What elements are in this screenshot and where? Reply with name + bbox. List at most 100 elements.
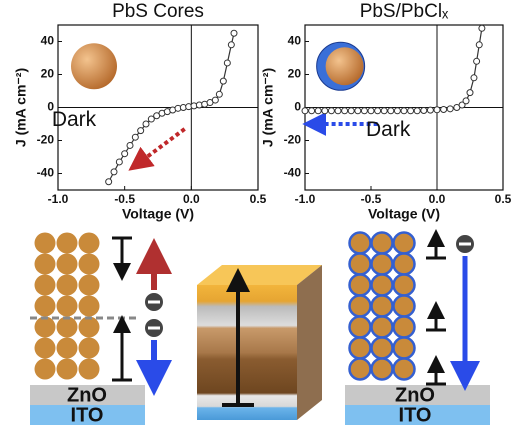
- y-axis-label: J (mA cm⁻²): [260, 68, 276, 147]
- nanocrystal: [56, 337, 78, 359]
- nanocrystal: [392, 357, 416, 381]
- x-axis-label: Voltage (V): [122, 206, 194, 222]
- ito-label: ITO: [71, 404, 104, 426]
- data-point: [215, 90, 223, 98]
- electrons: [143, 233, 476, 339]
- annotation: Dark: [366, 118, 411, 141]
- data-point: [334, 107, 342, 115]
- nanocrystal: [370, 231, 394, 255]
- energy-arrows: [426, 229, 446, 386]
- nanocrystal: [56, 295, 78, 317]
- y-tick-label: -40: [37, 166, 55, 180]
- nanocrystal: [370, 294, 394, 318]
- device-diagram: ZnO ITO ZnO ITO: [30, 229, 490, 426]
- data-point: [115, 158, 123, 166]
- data-point: [227, 41, 235, 49]
- chart: -1.0 -0.5 0.0 0.5 -40 -20 0 20 40 PbS Cores Voltag…: [13, 1, 267, 222]
- chart-title: PbS Cores: [112, 1, 204, 22]
- data-point: [473, 57, 481, 65]
- nanocrystal: [348, 357, 372, 381]
- nanocrystal: [56, 253, 78, 275]
- nanocrystal: [34, 232, 56, 254]
- data-point: [137, 127, 145, 135]
- data-point: [407, 107, 415, 115]
- nanocrystal: [370, 252, 394, 276]
- zno-label: ZnO: [395, 384, 435, 406]
- data-point: [354, 107, 362, 115]
- x-tick-label: 0.5: [495, 192, 512, 206]
- nanocrystal: [370, 336, 394, 360]
- data-point: [301, 107, 309, 115]
- left-stack: [34, 232, 100, 380]
- data-point: [446, 105, 454, 113]
- data-point: [374, 107, 382, 115]
- nanocrystal: [34, 274, 56, 296]
- nanocrystal: [56, 316, 78, 338]
- nanocrystal: [348, 315, 372, 339]
- data-point: [478, 24, 486, 32]
- y-axis-label: J (mA cm⁻²): [13, 68, 29, 147]
- y-tick-label: 0: [294, 100, 301, 114]
- data-point: [360, 107, 368, 115]
- x-tick-label: -0.5: [361, 192, 382, 206]
- data-point: [142, 120, 150, 128]
- nanocrystal: [370, 273, 394, 297]
- nanocrystal: [78, 232, 100, 254]
- y-tick-label: 40: [288, 34, 302, 48]
- x-tick-label: 0.0: [429, 192, 446, 206]
- annotation: Dark: [52, 108, 97, 131]
- x-axis-label: Voltage (V): [368, 206, 440, 222]
- nanocrystal: [348, 273, 372, 297]
- data-point: [420, 106, 428, 114]
- dashed-arrow: [128, 127, 186, 171]
- nanocrystal: [392, 252, 416, 276]
- data-point: [387, 107, 395, 115]
- data-point: [131, 133, 139, 141]
- data-point: [147, 115, 155, 123]
- core-sphere: [325, 47, 364, 86]
- nanocrystal: [56, 232, 78, 254]
- y-tick-label: 40: [41, 34, 55, 48]
- data-point: [105, 178, 113, 186]
- nanocrystal: [348, 336, 372, 360]
- y-tick-label: 20: [41, 67, 55, 81]
- zno-layer: [30, 385, 145, 405]
- nanocrystal: [34, 316, 56, 338]
- nanocrystal: [78, 358, 100, 380]
- data-point: [470, 74, 478, 82]
- data-point: [380, 107, 388, 115]
- data-point: [426, 106, 434, 114]
- zno-label: ZnO: [67, 384, 107, 406]
- y-tick-label: -40: [284, 166, 302, 180]
- data-point: [393, 107, 401, 115]
- x-tick-label: 0.0: [183, 192, 200, 206]
- right-stack: [348, 231, 416, 381]
- nanocrystal: [34, 253, 56, 275]
- nanocrystal: [392, 315, 416, 339]
- nanocrystal: [56, 358, 78, 380]
- core-sphere: [71, 43, 117, 90]
- nanocrystal: [56, 274, 78, 296]
- data-point: [341, 107, 349, 115]
- x-tick-label: -1.0: [48, 192, 69, 206]
- nanocrystal: [78, 295, 100, 317]
- x-tick-label: -1.0: [295, 192, 316, 206]
- device-block: [197, 265, 322, 420]
- data-point: [321, 107, 329, 115]
- data-point: [230, 29, 238, 37]
- nanocrystal: [392, 231, 416, 255]
- data-point: [211, 96, 219, 104]
- data-point: [223, 59, 231, 67]
- data-point: [400, 107, 408, 115]
- data-point: [413, 107, 421, 115]
- nanocrystal: [392, 336, 416, 360]
- nanocrystal: [34, 337, 56, 359]
- data-point: [440, 105, 448, 113]
- nanocrystal: [392, 294, 416, 318]
- nanocrystal: [348, 231, 372, 255]
- nanocrystal: [370, 315, 394, 339]
- data-point: [458, 101, 466, 109]
- data-point: [462, 97, 470, 105]
- charts: -1.0 -0.5 0.0 0.5 -40 -20 0 20 40 PbS Cores Voltag…: [13, 1, 512, 222]
